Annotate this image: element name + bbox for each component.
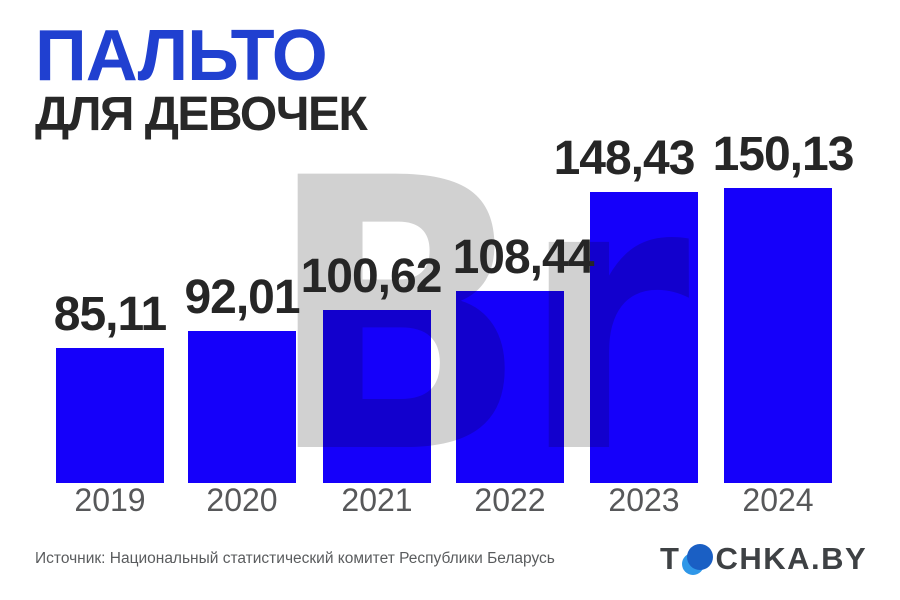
chart-title-secondary: ДЛЯ ДЕВОЧЕК xyxy=(35,88,368,141)
year-label-2022: 2022 xyxy=(474,482,546,518)
value-label-2020: 92,01 xyxy=(184,271,300,324)
logo-dot-icon xyxy=(682,543,714,575)
source-caption: Источник: Национальный статистический ко… xyxy=(35,550,555,567)
chart-title-accent: ПАЛЬТО xyxy=(35,16,328,96)
bar-2023 xyxy=(590,192,698,483)
bar-2019 xyxy=(56,348,164,483)
value-label-2023: 148,43 xyxy=(553,132,696,185)
year-label-2019: 2019 xyxy=(74,482,146,518)
logo-dot-dark-circle xyxy=(687,543,714,570)
logo-text-suffix: CHKA.BY xyxy=(715,541,868,576)
bar-2020 xyxy=(188,331,296,483)
year-label-2020: 2020 xyxy=(206,482,278,518)
logo-text-prefix: T xyxy=(660,541,681,576)
bar-2024 xyxy=(724,188,832,483)
value-label-2019: 85,11 xyxy=(53,288,167,341)
year-label-2024: 2024 xyxy=(742,482,814,518)
value-label-2021: 100,62 xyxy=(300,250,443,303)
value-label-2022: 108,44 xyxy=(452,231,595,284)
bar-2022 xyxy=(456,291,564,483)
year-label-2023: 2023 xyxy=(608,482,680,518)
year-label-2021: 2021 xyxy=(341,482,413,518)
tochka-by-logo: T CHKA.BY xyxy=(660,541,867,577)
value-label-2024: 150,13 xyxy=(712,128,855,181)
bar-2021 xyxy=(323,310,431,483)
